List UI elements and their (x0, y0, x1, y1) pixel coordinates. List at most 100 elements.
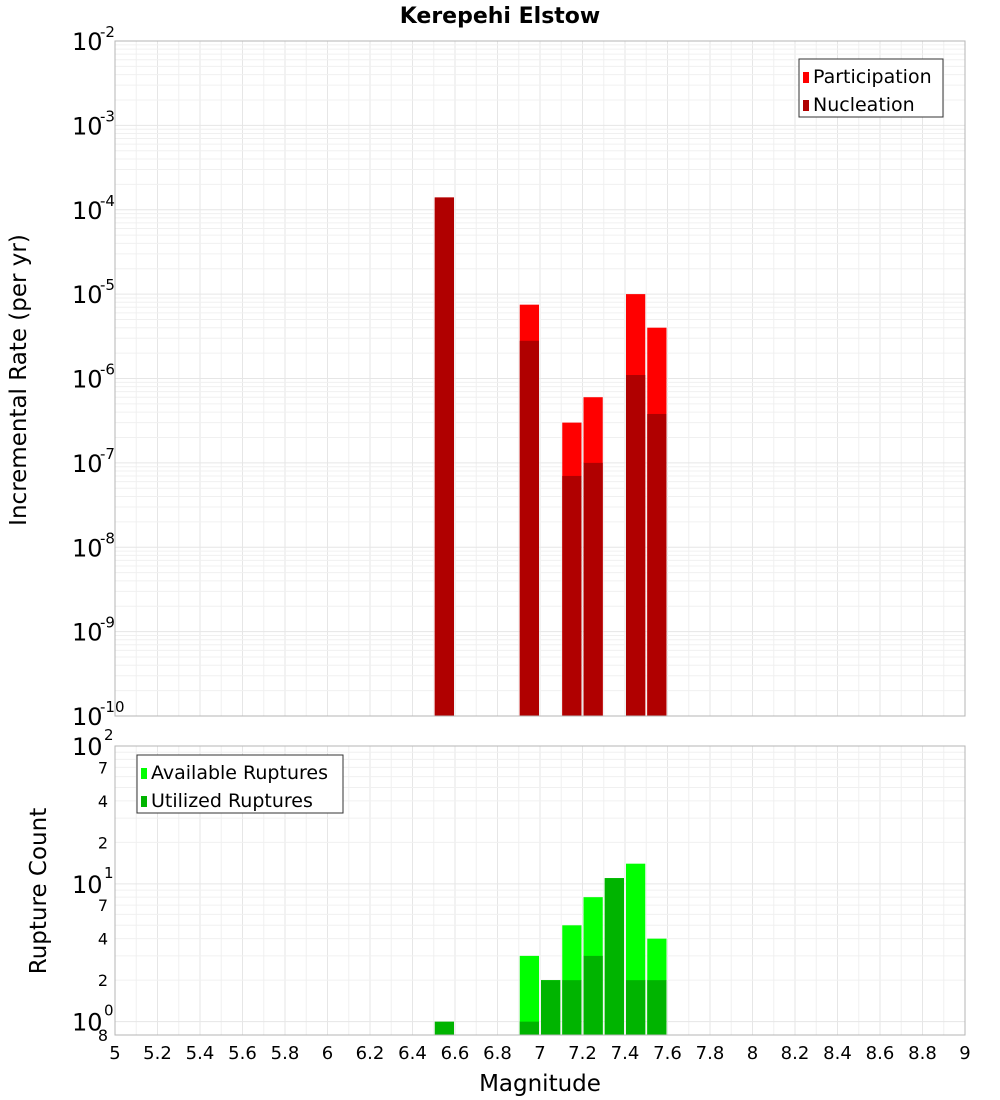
x-tick-label: 5.6 (228, 1043, 257, 1064)
rate-axis-title: Incremental Rate (per yr) (6, 234, 32, 526)
legend-label: Participation (813, 66, 932, 88)
y-tick-minor-label: 7 (98, 758, 108, 777)
x-tick-label: 7.8 (696, 1043, 725, 1064)
y-tick-base: 10 (72, 366, 103, 394)
x-tick-label: 6 (322, 1043, 333, 1064)
count-legend: Available Ruptures Utilized Ruptures (136, 754, 344, 814)
legend-label: Available Ruptures (151, 762, 328, 784)
x-tick-label: 8.4 (823, 1043, 852, 1064)
bar-utilized-ruptures (647, 980, 667, 1035)
chart-title: Kerepehi Elstow (400, 4, 601, 29)
y-tick-label: 10 2 (72, 726, 114, 761)
bar-nucleation (519, 340, 539, 716)
legend-swatch (141, 796, 147, 807)
x-tick-label: 7.6 (653, 1043, 682, 1064)
count-panel-bars (434, 863, 667, 1035)
bar-utilized-ruptures (519, 1021, 539, 1035)
y-tick-base: 10 (72, 450, 103, 478)
y-tick-minor-label: 2 (98, 971, 108, 990)
y-tick-exponent: -10 (100, 698, 125, 716)
bar-utilized-ruptures (583, 955, 603, 1035)
rate-panel-frame (114, 40, 966, 717)
x-tick-label: 6.8 (483, 1043, 512, 1064)
y-tick-base: 10 (72, 619, 103, 647)
count-axis-title: Rupture Count (26, 808, 52, 974)
y-tick-exponent: -4 (100, 192, 115, 210)
bar-nucleation (434, 197, 454, 717)
y-tick-base: 10 (72, 112, 103, 140)
bar-utilized-ruptures (434, 1021, 454, 1035)
legend-swatch (803, 100, 809, 111)
bar-utilized-ruptures (604, 878, 624, 1035)
bar-nucleation (562, 475, 582, 716)
x-tick-labels: 5 5.2 5.4 5.6 5.8 6 6.2 6.4 6.6 6.8 7 7.2 7.4 7.6 7.8 8… (109, 1043, 970, 1064)
x-axis-title: Magnitude (479, 1071, 601, 1097)
legend-swatch (141, 768, 147, 779)
y-tick-label: 10 0 (72, 1002, 114, 1037)
y-tick-base: 10 (72, 197, 103, 225)
x-tick-label: 8.8 (908, 1043, 937, 1064)
bar-nucleation (626, 375, 646, 716)
x-tick-label: 7.2 (568, 1043, 597, 1064)
legend-label: Utilized Ruptures (151, 790, 313, 812)
rate-panel-grid (114, 41, 966, 717)
y-tick-exponent: -3 (100, 107, 115, 125)
x-tick-label: 6.2 (356, 1043, 385, 1064)
rate-panel: 10-210-310-410-510-610-710-810-910-10 In… (6, 23, 966, 731)
y-tick-minor-label: 4 (98, 930, 108, 949)
y-tick-label: 10-5 (72, 276, 115, 309)
y-tick-label: 10-10 (72, 698, 125, 731)
y-tick-label: 10-8 (72, 529, 115, 562)
y-tick-label: 10-2 (72, 23, 115, 56)
y-tick-base: 10 (72, 733, 103, 761)
y-tick-base: 10 (72, 28, 103, 56)
x-tick-label: 5.4 (186, 1043, 215, 1064)
legend-box (798, 58, 944, 118)
y-tick-minor-label: 7 (98, 896, 108, 915)
x-tick-label: 6.4 (398, 1043, 427, 1064)
y-tick-label: 10 1 (72, 864, 114, 899)
y-tick-exponent: 1 (104, 864, 114, 882)
bar-utilized-ruptures (541, 980, 561, 1035)
y-tick-exponent: 2 (104, 726, 114, 744)
x-tick-label: 7 (534, 1043, 545, 1064)
legend-box (136, 754, 344, 814)
y-tick-exponent: 0 (104, 1002, 114, 1020)
bar-nucleation (647, 413, 667, 716)
y-tick-label: 10-3 (72, 107, 115, 140)
y-tick-minor-label: 8 (98, 1026, 108, 1045)
rate-panel-y-ticks: 10-210-310-410-510-610-710-810-910-10 (72, 23, 125, 731)
bar-nucleation (583, 462, 603, 716)
bar-utilized-ruptures (626, 980, 646, 1035)
x-tick-label: 5 (109, 1043, 120, 1064)
y-tick-base: 10 (72, 1009, 103, 1037)
y-tick-minor-label: 4 (98, 792, 108, 811)
y-tick-label: 10-9 (72, 614, 115, 647)
y-tick-label: 10-7 (72, 445, 115, 478)
y-tick-base: 10 (72, 534, 103, 562)
y-tick-base: 10 (72, 281, 103, 309)
y-tick-exponent: -5 (100, 276, 115, 294)
y-tick-base: 10 (72, 871, 103, 899)
y-tick-base: 10 (72, 703, 103, 731)
y-tick-exponent: -6 (100, 361, 115, 379)
x-tick-label: 6.6 (441, 1043, 470, 1064)
count-panel-frame (114, 745, 966, 1036)
x-tick-label: 8.2 (781, 1043, 810, 1064)
legend-label: Nucleation (813, 94, 915, 116)
bar-utilized-ruptures (562, 980, 582, 1035)
x-tick-label: 9 (959, 1043, 970, 1064)
x-tick-label: 5.8 (271, 1043, 300, 1064)
x-tick-label: 7.4 (611, 1043, 640, 1064)
y-tick-exponent: -2 (100, 23, 115, 41)
y-tick-exponent: -9 (100, 614, 115, 632)
y-tick-minor-label: 2 (98, 833, 108, 852)
rate-legend: Participation Nucleation (798, 58, 944, 118)
rate-panel-bars (434, 197, 667, 717)
legend-swatch (803, 72, 809, 83)
bar-available-ruptures (519, 955, 539, 1035)
y-tick-exponent: -8 (100, 529, 115, 547)
